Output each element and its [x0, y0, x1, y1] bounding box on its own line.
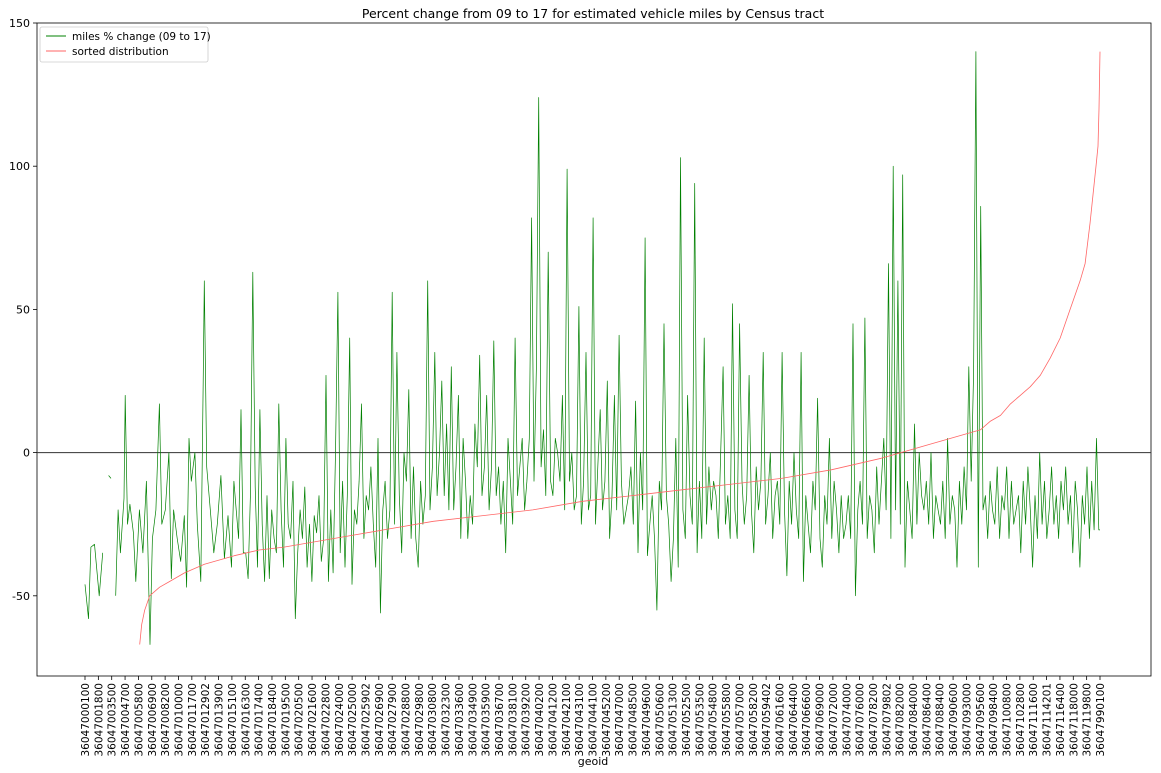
x-tick-label: 36047028800	[401, 683, 413, 757]
x-tick-label: 36047119800	[1082, 683, 1094, 757]
chart-title: Percent change from 09 to 17 for estimat…	[362, 6, 824, 21]
x-tick-label: 36047010000	[173, 683, 185, 757]
y-axis: -50 0 50 100 150	[9, 17, 37, 603]
x-tick-label: 36047100800	[1002, 683, 1014, 757]
x-tick-label: 36047036700	[494, 683, 506, 757]
x-tick-label: 36047098400	[988, 683, 1000, 757]
x-tick-label: 36047069000	[815, 683, 827, 757]
x-axis-label: geoid	[578, 755, 609, 768]
x-tick-label: 36047019500	[280, 683, 292, 757]
x-tick-label: 36047088400	[935, 683, 947, 757]
x-tick-label: 36047047000	[614, 683, 626, 757]
x-tick-label: 36047072000	[828, 683, 840, 757]
x-tick-label: 36047045200	[601, 683, 613, 757]
x-tick-label: 36047055800	[721, 683, 733, 757]
x-tick-label: 36047001800	[93, 683, 105, 757]
legend-label-series-1: sorted distribution	[72, 46, 169, 58]
x-tick-label: 36047066600	[801, 683, 813, 757]
x-tick-label: 36047038100	[507, 683, 519, 757]
x-tick-label: 36047039200	[521, 683, 533, 757]
x-tick-label: 36047040200	[534, 683, 546, 757]
x-tick-label: 36047057000	[734, 683, 746, 757]
x-tick-label: 36047016300	[240, 683, 252, 757]
x-tick-label: 36047011700	[187, 683, 199, 757]
x-tick-label: 36047024000	[334, 683, 346, 757]
series-line-0	[84, 51, 1100, 645]
x-tick-label: 36047114201	[1042, 683, 1054, 757]
legend: miles % change (09 to 17) sorted distrib…	[39, 26, 211, 63]
series-line-1	[139, 51, 1101, 645]
x-tick-label: 36047102800	[1015, 683, 1027, 757]
x-tick-label: 36047084000	[908, 683, 920, 757]
x-tick-label: 36047095600	[975, 683, 987, 757]
x-tick-label: 36047052500	[681, 683, 693, 757]
x-tick-label: 36047026900	[374, 683, 386, 757]
y-tick-label: 100	[9, 160, 30, 173]
x-tick-label: 36047118000	[1068, 683, 1080, 757]
x-tick-label: 36047008200	[160, 683, 172, 757]
x-axis: 36047000100 36047001800 36047003500 3604700…	[80, 676, 1107, 757]
x-tick-label: 36047043100	[574, 683, 586, 757]
x-tick-label: 36047078200	[868, 683, 880, 757]
x-tick-label: 36047064400	[788, 683, 800, 757]
x-tick-label: 36047003500	[107, 683, 119, 757]
x-tick-label: 36047061600	[774, 683, 786, 757]
series-layer	[84, 51, 1101, 645]
x-tick-label: 36047044100	[588, 683, 600, 757]
x-tick-label: 36047012902	[200, 683, 212, 757]
x-tick-label: 36047018400	[267, 683, 279, 757]
x-tick-label: 36047990100	[1095, 683, 1107, 757]
x-tick-label: 36047048500	[628, 683, 640, 757]
x-tick-label: 36047029800	[414, 683, 426, 757]
x-tick-label: 36047027900	[387, 683, 399, 757]
x-tick-label: 36047030800	[427, 683, 439, 757]
x-tick-label: 36047025000	[347, 683, 359, 757]
x-tick-label: 36047035900	[481, 683, 493, 757]
y-tick-label: 150	[9, 17, 30, 30]
x-tick-label: 36047111600	[1028, 683, 1040, 757]
x-tick-label: 36047020500	[294, 683, 306, 757]
x-tick-label: 36047074000	[841, 683, 853, 757]
x-tick-label: 36047054800	[708, 683, 720, 757]
x-tick-label: 36047050600	[654, 683, 666, 757]
x-tick-label: 36047082000	[895, 683, 907, 757]
x-tick-label: 36047093000	[961, 683, 973, 757]
x-tick-label: 36047086400	[921, 683, 933, 757]
x-tick-label: 36047032300	[441, 683, 453, 757]
x-tick-label: 36047022800	[320, 683, 332, 757]
x-tick-label: 36047025902	[360, 683, 372, 757]
x-tick-label: 36047116400	[1055, 683, 1067, 757]
x-tick-label: 36047058200	[748, 683, 760, 757]
x-tick-label: 36047059402	[761, 683, 773, 757]
x-tick-label: 36047079802	[881, 683, 893, 757]
y-tick-label: 50	[16, 303, 30, 316]
x-tick-label: 36047015100	[227, 683, 239, 757]
x-tick-label: 36047000100	[80, 683, 92, 757]
x-tick-label: 36047053500	[694, 683, 706, 757]
x-tick-label: 36047076000	[855, 683, 867, 757]
x-tick-label: 36047004700	[120, 683, 132, 757]
x-tick-label: 36047051300	[668, 683, 680, 757]
y-tick-label: 0	[23, 447, 30, 460]
x-tick-label: 36047021600	[307, 683, 319, 757]
x-tick-label: 36047049600	[641, 683, 653, 757]
legend-label-series-0: miles % change (09 to 17)	[72, 31, 211, 43]
legend-box	[39, 26, 209, 63]
x-tick-label: 36047090600	[948, 683, 960, 757]
x-tick-label: 36047042100	[561, 683, 573, 757]
x-tick-label: 36047034900	[467, 683, 479, 757]
y-tick-label: -50	[12, 590, 30, 603]
x-tick-label: 36047017400	[254, 683, 266, 757]
x-tick-label: 36047013900	[214, 683, 226, 757]
x-tick-label: 36047006900	[147, 683, 159, 757]
x-tick-label: 36047041200	[547, 683, 559, 757]
x-tick-label: 36047033600	[454, 683, 466, 757]
plot-frame	[36, 22, 1152, 677]
x-tick-label: 36047005800	[133, 683, 145, 757]
